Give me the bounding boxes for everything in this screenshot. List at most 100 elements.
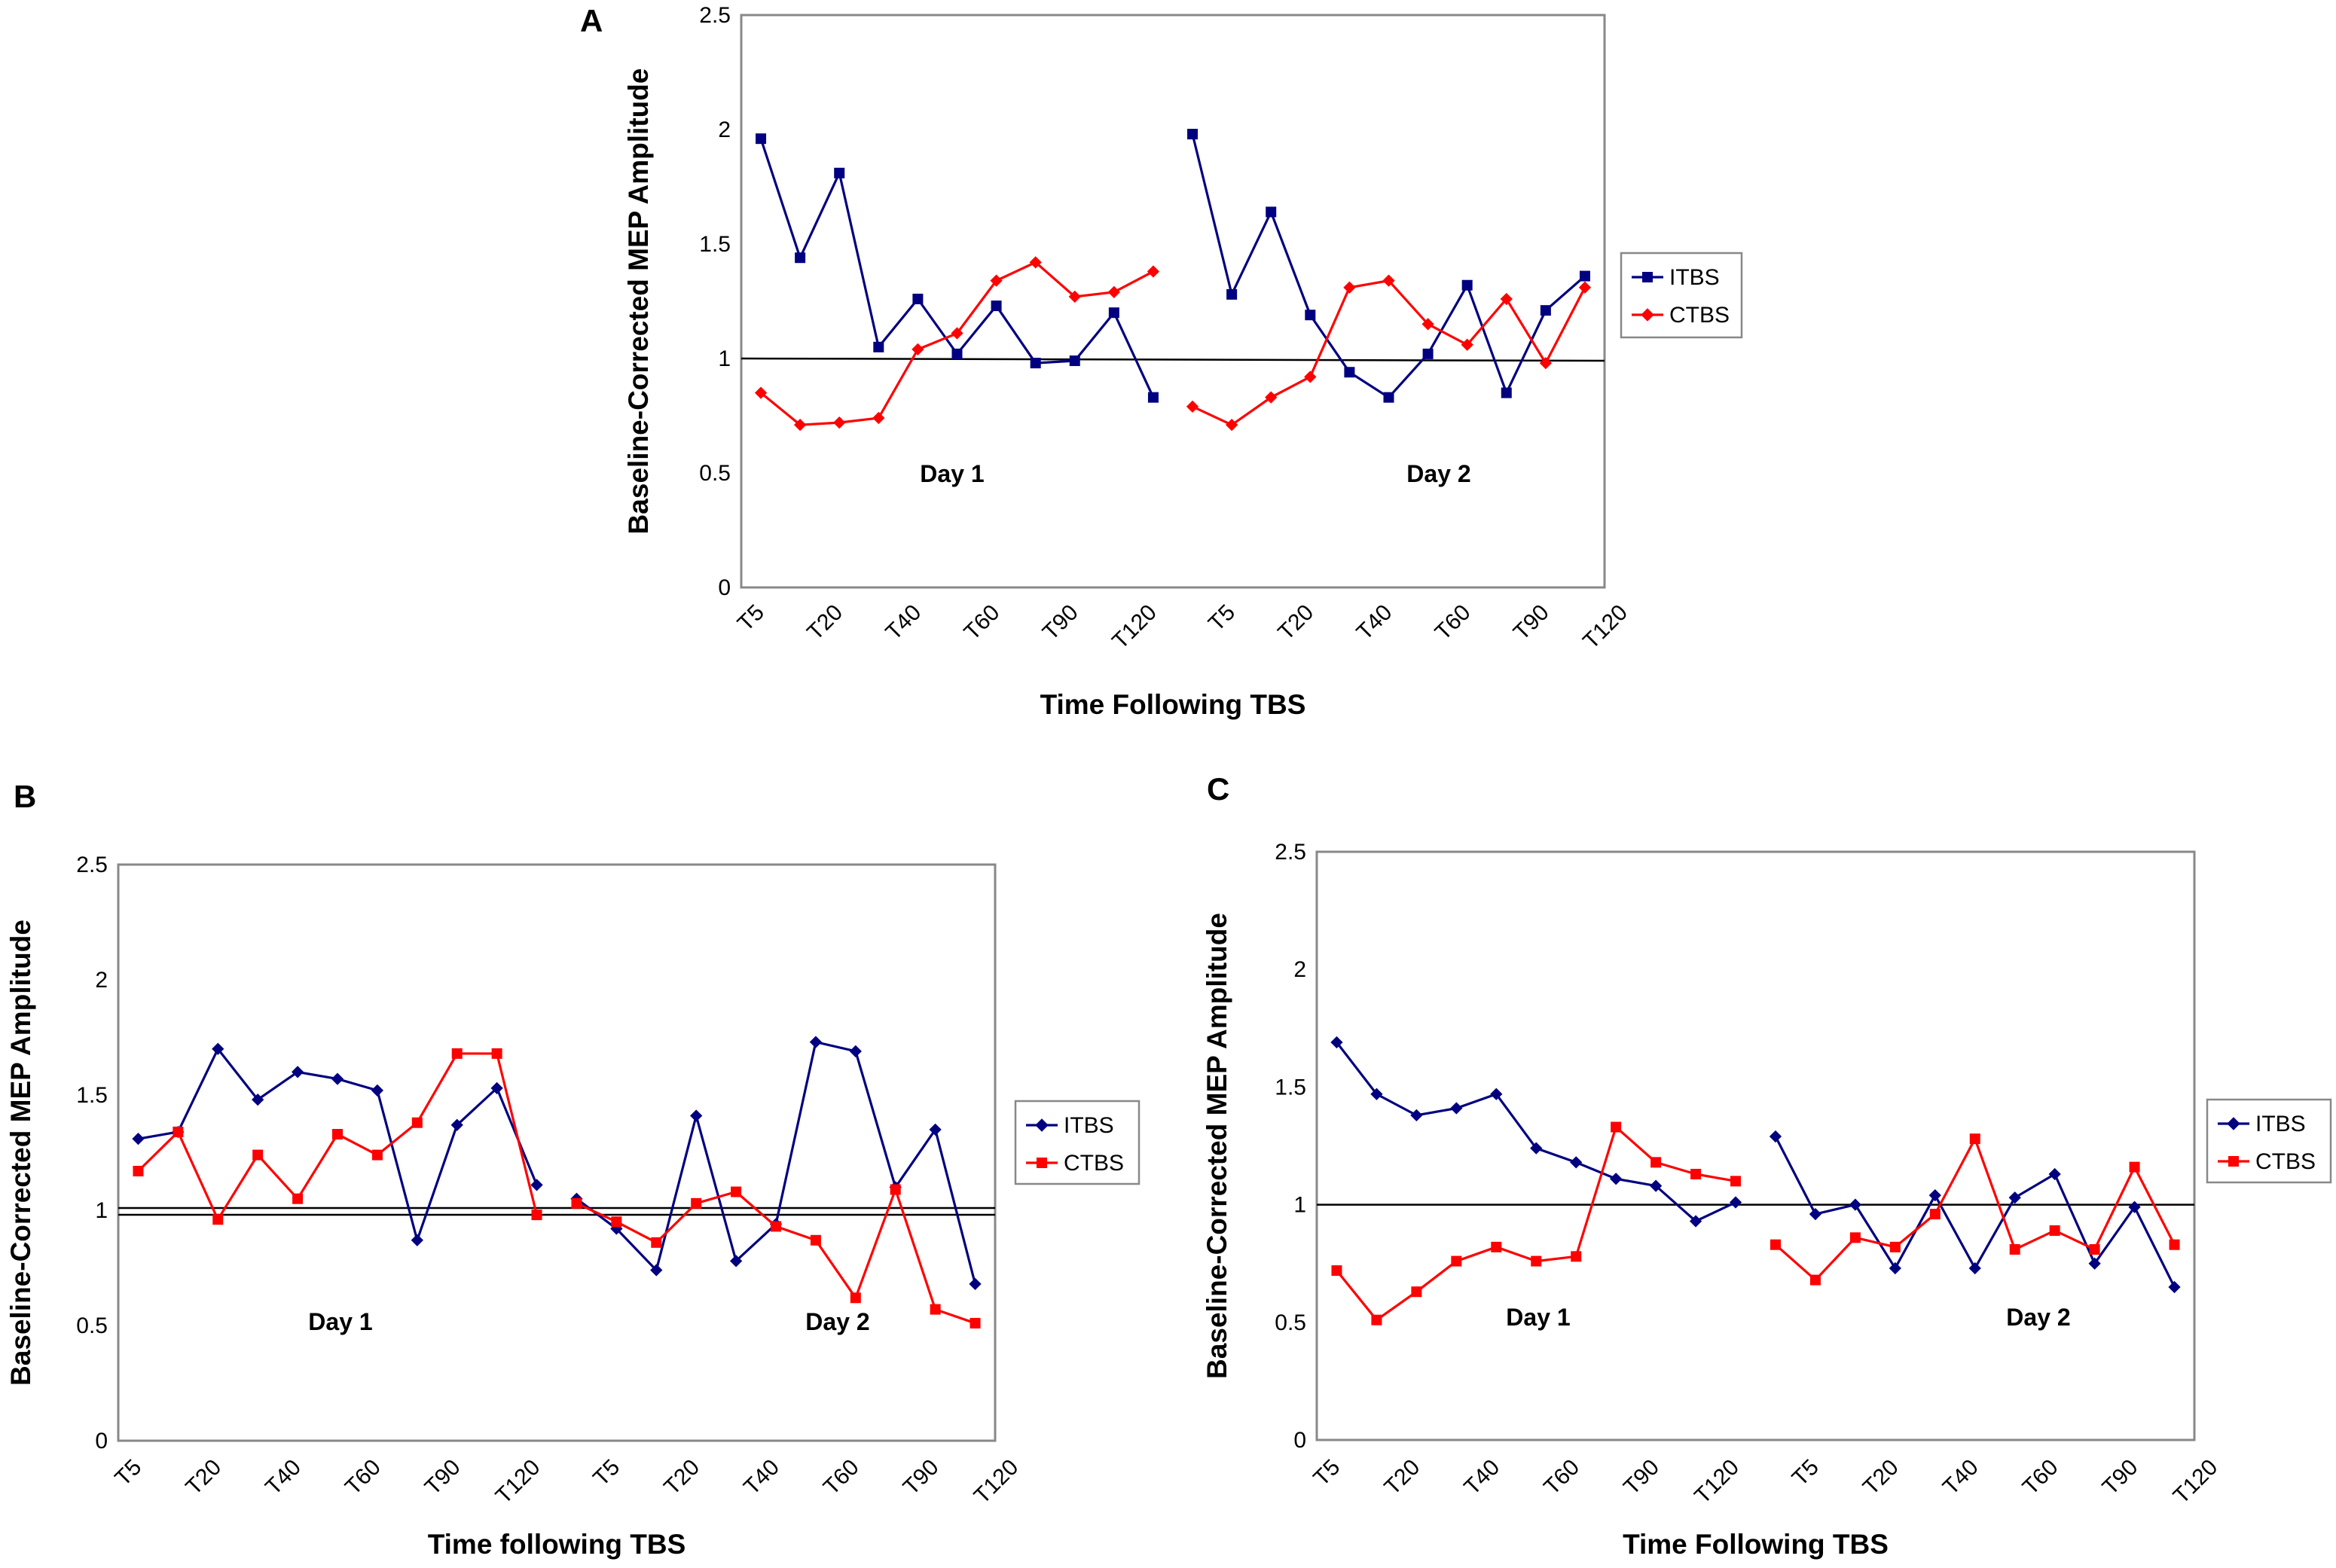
y-tick-label-c: 1.5 [1275, 1075, 1306, 1100]
data-point-ctbs-a [1578, 281, 1592, 294]
legend-box-b [1014, 1100, 1141, 1185]
data-point-itbs-a [1461, 279, 1473, 291]
data-point-itbs-a [795, 252, 806, 264]
data-point-ctbs-b [133, 1165, 144, 1176]
data-point-itbs-c [2088, 1257, 2101, 1270]
data-point-ctbs-b [411, 1117, 423, 1128]
data-point-itbs-c [1450, 1102, 1463, 1115]
data-point-ctbs-a [1343, 281, 1356, 294]
data-point-itbs-c [1968, 1261, 1981, 1275]
data-point-itbs-c [1570, 1156, 1583, 1169]
data-point-ctbs-c [1571, 1251, 1582, 1262]
data-point-itbs-c [2128, 1200, 2141, 1213]
series-itbs-c [1330, 1036, 2181, 1294]
data-point-ctbs-b [850, 1292, 861, 1304]
data-point-itbs-b [212, 1042, 224, 1055]
data-point-ctbs-b [970, 1317, 981, 1329]
data-point-ctbs-c [2009, 1243, 2020, 1255]
data-point-ctbs-b [173, 1126, 184, 1137]
chart-panel-b: 00.511.522.5T5 T20 T40 T60 T90 T120 T5 T20 T40 T6… [5, 779, 1141, 1560]
panel-label-b: B [14, 779, 36, 814]
legend-marker-itbs-b [1035, 1118, 1049, 1132]
legend-label-ctbs-c: CTBS [2255, 1149, 2316, 1174]
data-point-ctbs-a [1226, 419, 1238, 432]
y-tick-label-a: 1 [718, 346, 731, 371]
data-point-itbs-a [1266, 206, 1277, 218]
series-ctbs-a [754, 256, 1592, 432]
series-itbs-a [756, 129, 1590, 403]
day-label-b: Day 2 [805, 1308, 869, 1335]
data-point-ctbs-c [1650, 1157, 1662, 1168]
panel-label-a: A [580, 3, 603, 38]
legend-marker-itbs-c [2227, 1117, 2240, 1130]
data-point-ctbs-b [611, 1216, 622, 1228]
chart-panel-a: 00.511.522.5T5 T20 T40 T60 T90 T120 T5 T20 T40 T6… [580, 3, 1743, 720]
data-point-ctbs-c [1451, 1255, 1462, 1267]
data-point-itbs-b [929, 1123, 942, 1136]
data-point-itbs-a [1344, 367, 1355, 378]
data-point-itbs-b [969, 1277, 982, 1291]
y-tick-label-b: 1 [95, 1198, 108, 1223]
y-tick-label-b: 2.5 [76, 853, 108, 877]
y-tick-label-a: 0 [718, 575, 731, 600]
data-point-itbs-a [1226, 288, 1238, 300]
data-point-itbs-b [252, 1093, 264, 1106]
data-point-ctbs-c [1491, 1241, 1502, 1252]
data-point-ctbs-c [1611, 1121, 1622, 1133]
data-point-itbs-b [530, 1179, 543, 1191]
day-label-b: Day 1 [308, 1308, 372, 1335]
data-point-itbs-c [1530, 1142, 1543, 1155]
data-point-ctbs-b [930, 1304, 941, 1315]
data-point-itbs-c [1649, 1179, 1663, 1192]
data-point-ctbs-c [2049, 1225, 2060, 1236]
data-point-itbs-b [849, 1045, 862, 1057]
y-tick-label-b: 0 [95, 1429, 108, 1454]
data-point-itbs-a [1030, 358, 1041, 369]
data-point-ctbs-a [1147, 265, 1160, 278]
data-point-itbs-b [490, 1081, 503, 1094]
data-point-ctbs-a [1461, 338, 1473, 351]
data-point-ctbs-c [1730, 1176, 1742, 1187]
series-ctbs-c [1331, 1121, 2180, 1325]
data-point-ctbs-a [1539, 356, 1552, 370]
data-point-ctbs-b [651, 1237, 662, 1248]
y-tick-label-c: 2.5 [1275, 840, 1306, 865]
legend-label-ctbs-b: CTBS [1064, 1151, 1124, 1176]
data-point-ctbs-b [771, 1221, 781, 1232]
data-point-ctbs-c [1531, 1255, 1542, 1267]
data-point-ctbs-c [1690, 1168, 1702, 1179]
data-point-ctbs-b [371, 1149, 383, 1161]
panel-label-c: C [1207, 771, 1229, 807]
data-point-ctbs-b [571, 1197, 582, 1209]
data-point-itbs-c [1370, 1088, 1383, 1100]
data-point-ctbs-a [833, 416, 846, 429]
data-point-ctbs-a [1107, 285, 1120, 298]
plot-area-b [117, 863, 997, 1442]
data-point-itbs-b [371, 1084, 384, 1097]
legend-marker-ctbs-b [1037, 1158, 1047, 1168]
legend-label-itbs-a: ITBS [1669, 265, 1720, 290]
data-point-ctbs-c [1809, 1274, 1821, 1286]
y-axis-title-c: Baseline-Corrected MEP Amplitude [1202, 913, 1232, 1379]
legend-box-a [1620, 252, 1743, 339]
data-point-ctbs-a [1500, 292, 1513, 306]
y-tick-label-c: 0.5 [1275, 1310, 1306, 1335]
x-axis-title-c: Time Following TBS [1623, 1529, 1889, 1560]
legend-box-c [2206, 1098, 2332, 1184]
data-point-ctbs-c [1849, 1232, 1861, 1243]
y-tick-label-b: 0.5 [76, 1313, 108, 1338]
data-point-itbs-c [1729, 1196, 1742, 1209]
data-point-itbs-a [1147, 392, 1159, 403]
data-point-itbs-c [1769, 1130, 1782, 1143]
data-point-itbs-a [1579, 270, 1590, 282]
data-point-itbs-b [450, 1118, 463, 1131]
y-tick-label-c: 1 [1293, 1193, 1306, 1218]
data-point-itbs-a [1501, 387, 1512, 398]
data-point-ctbs-b [332, 1129, 343, 1140]
data-point-ctbs-c [2169, 1239, 2180, 1250]
data-point-ctbs-a [872, 411, 885, 425]
y-tick-label-a: 2.5 [699, 3, 731, 28]
data-point-ctbs-b [292, 1193, 304, 1204]
data-point-itbs-c [2048, 1167, 2061, 1181]
data-point-ctbs-a [990, 274, 1003, 287]
